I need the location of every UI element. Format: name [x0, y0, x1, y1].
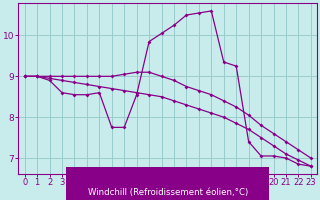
- X-axis label: Windchill (Refroidissement éolien,°C): Windchill (Refroidissement éolien,°C): [88, 188, 248, 197]
